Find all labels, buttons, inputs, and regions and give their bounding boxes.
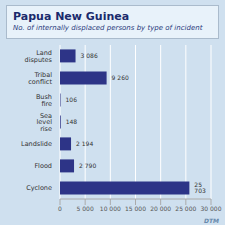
- svg-text:15 000: 15 000: [125, 205, 146, 212]
- html-text:DTM: DTM: [204, 217, 219, 224]
- svg-text:106: 106: [66, 96, 78, 103]
- svg-text:Flood: Flood: [34, 162, 52, 170]
- svg-text:0: 0: [58, 205, 62, 212]
- svg-text:2 790: 2 790: [79, 162, 96, 169]
- svg-text:2 194: 2 194: [76, 140, 93, 147]
- svg-text:3 086: 3 086: [81, 52, 98, 59]
- svg-text:Bushfire: Bushfire: [36, 93, 52, 108]
- html-text:No. of internally displaced pe: No. of internally displaced persons by t…: [13, 24, 203, 32]
- svg-text:Sealevelrise: Sealevelrise: [37, 112, 53, 133]
- svg-text:9 260: 9 260: [112, 74, 129, 81]
- svg-text:Landslide: Landslide: [21, 140, 52, 148]
- svg-text:30 000: 30 000: [201, 205, 218, 212]
- svg-text:Cyclone: Cyclone: [26, 184, 52, 192]
- svg-text:Tribalconflict: Tribalconflict: [28, 71, 52, 86]
- svg-text:20 000: 20 000: [150, 205, 171, 212]
- svg-text:25 000: 25 000: [175, 205, 196, 212]
- svg-text:Landdisputes: Landdisputes: [25, 49, 53, 63]
- svg-text:148: 148: [66, 118, 78, 125]
- svg-text:25703: 25703: [194, 181, 206, 194]
- html-text:Papua New Guinea: Papua New Guinea: [13, 10, 130, 23]
- svg-text:10 000: 10 000: [100, 205, 121, 212]
- svg-text:5 000: 5 000: [77, 205, 94, 212]
